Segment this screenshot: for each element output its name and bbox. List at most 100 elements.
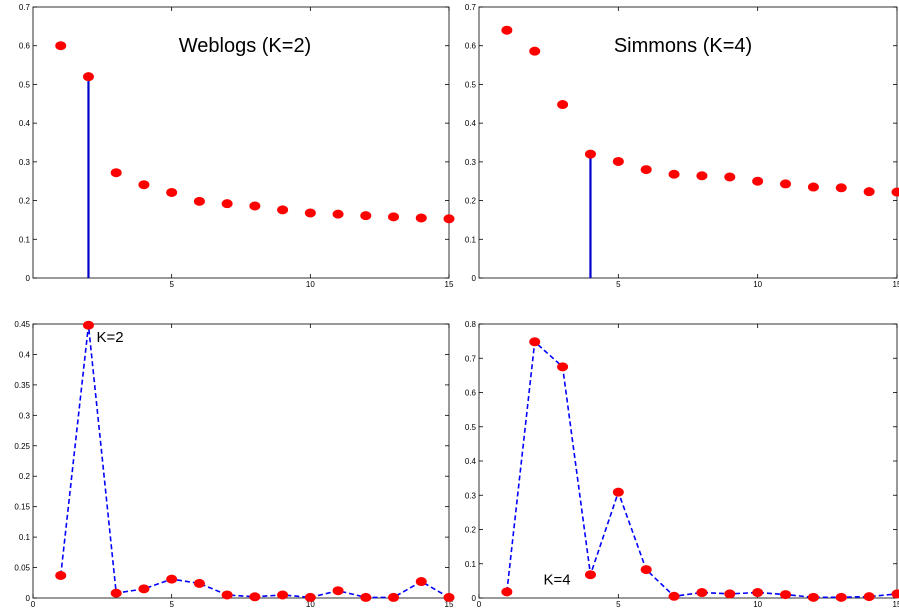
series-line bbox=[59, 325, 450, 599]
y-tick-label: 0.3 bbox=[465, 158, 477, 167]
data-point bbox=[724, 172, 736, 182]
data-point bbox=[443, 592, 455, 602]
y-tick-label: 0.25 bbox=[14, 442, 30, 451]
y-tick-label: 0.45 bbox=[14, 320, 30, 329]
y-tick-label: 0.4 bbox=[19, 350, 31, 359]
data-point bbox=[780, 590, 792, 600]
simmons-difference-panel: 0 0.1 0.2 0.3 0.4 0.5 0.6 0.7 0.8 0 5 10 15 K=4 bbox=[465, 320, 899, 609]
data-point bbox=[584, 149, 596, 159]
k-annotation: K=4 bbox=[543, 572, 570, 589]
simmons-cumulative-panel: 0 0.1 0.2 0.3 0.4 0.5 0.6 0.7 5 10 15 Simmons (K=4) bbox=[465, 3, 899, 289]
data-point bbox=[55, 570, 67, 580]
data-point bbox=[640, 165, 652, 175]
data-point bbox=[443, 214, 455, 224]
data-point bbox=[138, 180, 150, 190]
data-point bbox=[110, 588, 122, 598]
data-point bbox=[332, 209, 344, 219]
data-point bbox=[863, 187, 875, 197]
data-point bbox=[807, 182, 819, 192]
k-annotation: K=2 bbox=[96, 329, 123, 346]
y-tick-label: 0 bbox=[472, 274, 477, 283]
data-point bbox=[557, 100, 569, 110]
x-tick-label: 5 bbox=[616, 280, 621, 289]
data-point bbox=[640, 565, 652, 575]
axes-frame bbox=[32, 323, 450, 599]
data-point bbox=[529, 337, 541, 347]
data-point bbox=[612, 487, 624, 497]
y-tick-label: 0 bbox=[26, 594, 31, 603]
data-point bbox=[891, 589, 899, 599]
panel-title: Weblogs (K=2) bbox=[179, 35, 311, 57]
data-point bbox=[249, 201, 261, 211]
data-point bbox=[82, 320, 94, 330]
y-tick-label: 0.4 bbox=[19, 119, 31, 128]
data-point bbox=[780, 179, 792, 189]
data-point bbox=[724, 589, 736, 599]
data-point bbox=[501, 25, 513, 35]
data-point bbox=[612, 156, 624, 166]
series-line bbox=[506, 340, 898, 599]
y-tick-label: 0 bbox=[26, 274, 31, 283]
x-tick-label: 5 bbox=[169, 280, 174, 289]
y-tick-label: 0.4 bbox=[465, 457, 477, 466]
data-point bbox=[110, 168, 122, 178]
data-point bbox=[221, 590, 233, 600]
y-tick-label: 0.3 bbox=[19, 411, 31, 420]
data-point bbox=[360, 211, 372, 221]
y-tick-label: 0.6 bbox=[465, 42, 477, 51]
panel-title: Simmons (K=4) bbox=[614, 35, 752, 57]
data-point bbox=[668, 169, 680, 179]
y-tick-label: 0.15 bbox=[14, 503, 30, 512]
x-tick-label: 10 bbox=[753, 600, 762, 609]
data-point bbox=[807, 592, 819, 602]
data-point bbox=[332, 586, 344, 596]
y-tick-label: 0.1 bbox=[465, 560, 477, 569]
data-point bbox=[138, 584, 150, 594]
data-point bbox=[557, 362, 569, 372]
data-point bbox=[501, 587, 513, 597]
y-tick-label: 0 bbox=[472, 594, 477, 603]
y-tick-label: 0.1 bbox=[19, 533, 31, 542]
axes-frame bbox=[478, 323, 898, 599]
data-point bbox=[193, 196, 205, 206]
axes-frame bbox=[32, 6, 450, 279]
y-tick-label: 0.3 bbox=[19, 158, 31, 167]
data-point bbox=[835, 592, 847, 602]
data-point bbox=[415, 213, 427, 223]
x-tick-label: 15 bbox=[893, 280, 899, 289]
y-tick-label: 0.7 bbox=[465, 3, 477, 12]
data-point bbox=[668, 591, 680, 601]
y-tick-label: 0.5 bbox=[465, 80, 477, 89]
data-point bbox=[55, 41, 67, 51]
y-tick-label: 0.6 bbox=[19, 42, 31, 51]
data-point bbox=[277, 205, 289, 215]
data-point bbox=[221, 199, 233, 209]
y-tick-label: 0.5 bbox=[19, 80, 31, 89]
axes-frame bbox=[478, 6, 898, 279]
x-tick-label: 15 bbox=[893, 600, 899, 609]
x-tick-label: 5 bbox=[169, 600, 174, 609]
x-tick-label: 15 bbox=[445, 280, 454, 289]
data-point bbox=[193, 578, 205, 588]
data-point bbox=[863, 592, 875, 602]
data-point bbox=[752, 176, 764, 186]
y-tick-label: 0.2 bbox=[465, 197, 477, 206]
y-tick-label: 0.3 bbox=[465, 491, 477, 500]
data-point bbox=[360, 592, 372, 602]
y-tick-label: 0.35 bbox=[14, 381, 30, 390]
y-tick-label: 0.2 bbox=[19, 197, 31, 206]
data-point bbox=[166, 187, 178, 197]
x-tick-label: 0 bbox=[477, 600, 482, 609]
data-point bbox=[752, 588, 764, 598]
y-tick-label: 0.7 bbox=[465, 354, 477, 363]
data-point bbox=[696, 588, 708, 598]
x-tick-label: 10 bbox=[753, 280, 762, 289]
data-point bbox=[166, 574, 178, 584]
y-tick-label: 0.8 bbox=[465, 320, 477, 329]
data-point bbox=[249, 592, 261, 602]
data-point bbox=[584, 570, 596, 580]
data-point bbox=[304, 592, 316, 602]
x-tick-label: 10 bbox=[306, 280, 315, 289]
data-point bbox=[304, 208, 316, 218]
y-tick-label: 0.5 bbox=[465, 423, 477, 432]
